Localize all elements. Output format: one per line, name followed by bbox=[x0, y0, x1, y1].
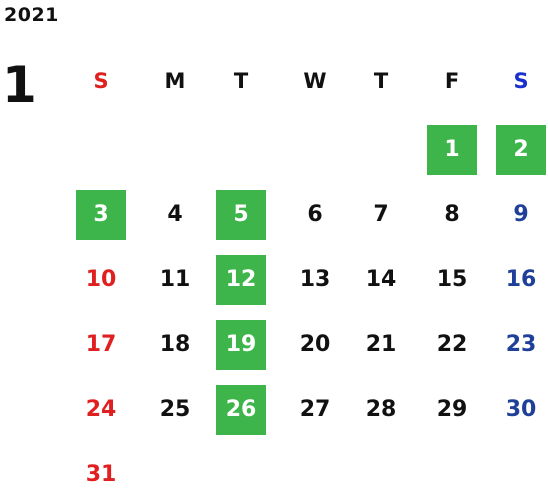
weekday-label: F bbox=[444, 69, 460, 93]
day-cell[interactable]: 18 bbox=[159, 332, 191, 357]
month-number: 1 bbox=[2, 56, 37, 114]
weekday-label: W bbox=[303, 69, 327, 93]
weekday-label: T bbox=[373, 69, 389, 93]
day-cell[interactable]: 3 bbox=[76, 190, 126, 240]
weekday-label: S bbox=[93, 69, 109, 93]
day-cell[interactable]: 16 bbox=[505, 267, 537, 292]
day-cell[interactable]: 7 bbox=[373, 202, 389, 227]
day-cell[interactable]: 9 bbox=[513, 202, 529, 227]
day-cell[interactable]: 27 bbox=[299, 397, 331, 422]
day-cell[interactable]: 4 bbox=[167, 202, 183, 227]
day-cell[interactable]: 20 bbox=[299, 332, 331, 357]
day-cell[interactable]: 15 bbox=[436, 267, 468, 292]
day-cell[interactable]: 26 bbox=[216, 385, 266, 435]
day-cell[interactable]: 17 bbox=[85, 332, 117, 357]
day-cell[interactable]: 2 bbox=[496, 125, 546, 175]
day-cell[interactable]: 22 bbox=[436, 332, 468, 357]
day-cell[interactable]: 11 bbox=[159, 267, 191, 292]
day-cell[interactable]: 5 bbox=[216, 190, 266, 240]
day-cell[interactable]: 28 bbox=[365, 397, 397, 422]
day-cell[interactable]: 12 bbox=[216, 255, 266, 305]
day-cell[interactable]: 24 bbox=[85, 397, 117, 422]
day-cell[interactable]: 13 bbox=[299, 267, 331, 292]
day-cell[interactable]: 19 bbox=[216, 320, 266, 370]
day-cell[interactable]: 6 bbox=[307, 202, 323, 227]
day-cell[interactable]: 1 bbox=[427, 125, 477, 175]
day-cell[interactable]: 10 bbox=[85, 267, 117, 292]
day-cell[interactable]: 21 bbox=[365, 332, 397, 357]
day-cell[interactable]: 8 bbox=[444, 202, 460, 227]
weekday-label: T bbox=[233, 69, 249, 93]
day-cell[interactable]: 31 bbox=[85, 462, 117, 487]
day-cell[interactable]: 30 bbox=[505, 397, 537, 422]
weekday-label: M bbox=[164, 69, 186, 93]
year-label: 2021 bbox=[4, 4, 59, 26]
day-cell[interactable]: 29 bbox=[436, 397, 468, 422]
day-cell[interactable]: 25 bbox=[159, 397, 191, 422]
day-cell[interactable]: 23 bbox=[505, 332, 537, 357]
weekday-label: S bbox=[513, 69, 529, 93]
day-cell[interactable]: 14 bbox=[365, 267, 397, 292]
